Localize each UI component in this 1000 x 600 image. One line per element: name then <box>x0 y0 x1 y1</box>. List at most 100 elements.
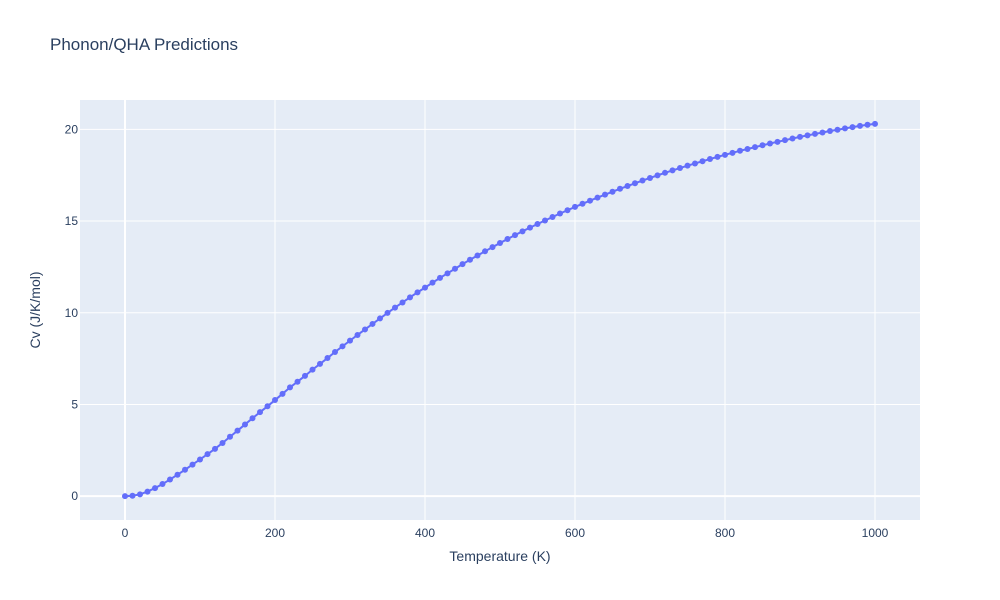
data-point[interactable] <box>647 174 653 181</box>
data-point[interactable] <box>332 349 338 355</box>
data-point[interactable] <box>234 427 241 434</box>
data-point[interactable] <box>684 162 691 169</box>
data-point[interactable] <box>189 461 196 468</box>
data-point[interactable] <box>339 343 346 350</box>
data-point[interactable] <box>167 476 173 483</box>
data-point[interactable] <box>317 360 323 367</box>
data-point[interactable] <box>174 471 181 478</box>
data-point[interactable] <box>729 149 736 156</box>
data-point[interactable] <box>797 133 803 140</box>
data-point[interactable] <box>774 138 781 145</box>
data-point[interactable] <box>122 493 128 500</box>
plot-area[interactable] <box>80 100 920 520</box>
data-point[interactable] <box>609 188 616 195</box>
data-point[interactable] <box>767 140 773 147</box>
data-point[interactable] <box>789 135 796 142</box>
data-point[interactable] <box>249 415 256 422</box>
data-point[interactable] <box>542 217 548 224</box>
data-point[interactable] <box>474 252 481 259</box>
data-point[interactable] <box>324 355 331 362</box>
data-point[interactable] <box>377 315 383 322</box>
data-point[interactable] <box>752 144 758 151</box>
data-point[interactable] <box>159 481 166 488</box>
data-point[interactable] <box>632 180 638 187</box>
data-point[interactable] <box>302 372 308 379</box>
data-point[interactable] <box>842 125 848 132</box>
data-point[interactable] <box>804 132 811 139</box>
data-point[interactable] <box>144 488 151 495</box>
data-point[interactable] <box>654 172 661 179</box>
data-point[interactable] <box>699 158 706 165</box>
data-point[interactable] <box>444 270 451 277</box>
data-point[interactable] <box>572 203 578 210</box>
data-point[interactable] <box>482 248 488 255</box>
data-point[interactable] <box>692 160 698 167</box>
data-point[interactable] <box>279 390 286 397</box>
data-point[interactable] <box>347 337 353 344</box>
data-point[interactable] <box>564 207 571 214</box>
data-point[interactable] <box>309 366 316 373</box>
data-point[interactable] <box>639 177 646 184</box>
data-point[interactable] <box>504 236 511 243</box>
data-point[interactable] <box>534 220 541 227</box>
data-point[interactable] <box>624 183 631 190</box>
data-point[interactable] <box>414 289 421 296</box>
data-point[interactable] <box>152 485 158 492</box>
data-point[interactable] <box>759 142 766 149</box>
data-point[interactable] <box>399 299 406 306</box>
data-point[interactable] <box>587 197 593 204</box>
data-point[interactable] <box>197 456 203 463</box>
data-point[interactable] <box>557 210 563 217</box>
data-point[interactable] <box>392 304 398 311</box>
data-point[interactable] <box>872 120 878 127</box>
data-point[interactable] <box>354 331 361 338</box>
data-point[interactable] <box>677 165 683 172</box>
data-point[interactable] <box>864 121 871 128</box>
data-point[interactable] <box>579 200 586 207</box>
data-point[interactable] <box>602 191 608 198</box>
data-point[interactable] <box>242 421 248 428</box>
data-point[interactable] <box>362 326 368 333</box>
data-point[interactable] <box>707 156 713 163</box>
data-point[interactable] <box>129 492 136 499</box>
data-point[interactable] <box>669 167 676 174</box>
data-point[interactable] <box>812 130 818 137</box>
data-point[interactable] <box>287 384 293 391</box>
data-point[interactable] <box>422 284 428 291</box>
data-point[interactable] <box>369 320 376 327</box>
data-point[interactable] <box>512 232 518 239</box>
data-point[interactable] <box>429 279 436 286</box>
data-point[interactable] <box>257 409 263 416</box>
data-point[interactable] <box>497 240 503 247</box>
data-point[interactable] <box>384 309 391 316</box>
data-point[interactable] <box>549 214 556 221</box>
data-point[interactable] <box>594 194 601 201</box>
data-point[interactable] <box>264 403 271 410</box>
data-point[interactable] <box>407 294 413 301</box>
data-point[interactable] <box>437 274 443 281</box>
data-point[interactable] <box>467 256 473 263</box>
data-point[interactable] <box>617 185 623 192</box>
data-point[interactable] <box>827 127 833 134</box>
data-point[interactable] <box>714 153 721 160</box>
data-point[interactable] <box>182 466 188 473</box>
data-point[interactable] <box>519 228 526 235</box>
data-point[interactable] <box>452 265 458 272</box>
data-point[interactable] <box>737 147 743 154</box>
data-point[interactable] <box>459 261 466 268</box>
data-point[interactable] <box>819 129 826 136</box>
data-point[interactable] <box>744 145 751 152</box>
data-point[interactable] <box>782 137 788 144</box>
data-point[interactable] <box>219 439 226 446</box>
data-point[interactable] <box>527 224 533 231</box>
data-point[interactable] <box>849 124 856 131</box>
data-point[interactable] <box>212 445 218 452</box>
data-point[interactable] <box>204 451 211 458</box>
data-point[interactable] <box>272 397 278 404</box>
data-point[interactable] <box>294 378 301 385</box>
data-point[interactable] <box>857 122 863 129</box>
data-point[interactable] <box>489 244 496 251</box>
data-point[interactable] <box>662 169 668 176</box>
data-point[interactable] <box>137 491 143 498</box>
data-point[interactable] <box>722 151 728 158</box>
